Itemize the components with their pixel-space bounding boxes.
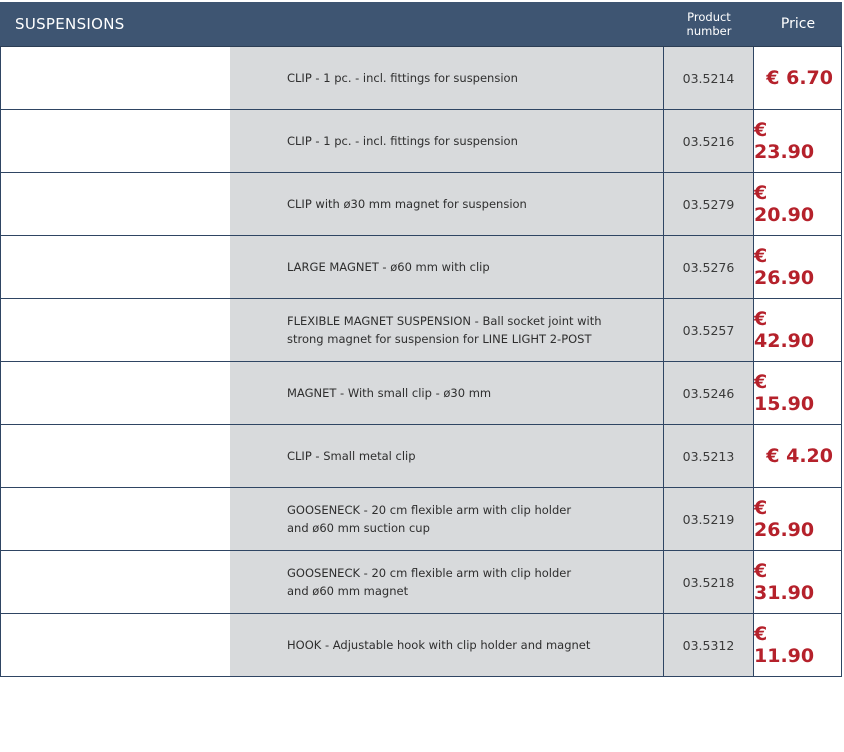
product-description: CLIP - Small metal clip — [287, 449, 416, 463]
price-value: € 31.90 — [754, 560, 815, 604]
image-cell — [0, 236, 231, 298]
price-cell: € 11.90 — [754, 614, 842, 676]
product-description: MAGNET - With small clip - ø30 mm — [287, 386, 492, 400]
product-number-header: Product number — [686, 10, 732, 38]
product-number-cell: 03.5216 — [664, 110, 754, 172]
price-cell: € 42.90 — [754, 299, 842, 361]
price-cell: € 15.90 — [754, 362, 842, 424]
table-row: FLEXIBLE MAGNET SUSPENSION - Ball socket… — [0, 299, 842, 362]
product-description: HOOK - Adjustable hook with clip holder … — [287, 638, 591, 652]
product-number-cell: 03.5213 — [664, 425, 754, 487]
product-number-cell: 03.5279 — [664, 173, 754, 235]
image-cell — [0, 425, 231, 487]
price-value: € 42.90 — [754, 308, 815, 352]
product-description: LARGE MAGNET - ø60 mm with clip — [287, 260, 490, 274]
price-cell: € 23.90 — [754, 110, 842, 172]
table-header: SUSPENSIONS Product number Price — [0, 2, 842, 47]
description-cell: MAGNET - With small clip - ø30 mm — [230, 362, 664, 424]
section-title: SUSPENSIONS — [15, 15, 125, 33]
product-description: CLIP - 1 pc. - incl. fittings for suspen… — [287, 71, 518, 85]
table-row: CLIP with ø30 mm magnet for suspension 03… — [0, 173, 842, 236]
product-number-cell: 03.5246 — [664, 362, 754, 424]
image-cell — [0, 362, 231, 424]
product-description: FLEXIBLE MAGNET SUSPENSION - Ball socket… — [287, 314, 602, 346]
image-cell — [0, 173, 231, 235]
table-row: GOOSENECK - 20 cm flexible arm with clip… — [0, 488, 842, 551]
price-value: € 11.90 — [754, 623, 815, 667]
product-number-cell: 03.5219 — [664, 488, 754, 550]
product-description: CLIP with ø30 mm magnet for suspension — [287, 197, 527, 211]
description-cell: GOOSENECK - 20 cm flexible arm with clip… — [230, 551, 664, 613]
description-cell: CLIP with ø30 mm magnet for suspension — [230, 173, 664, 235]
price-table: SUSPENSIONS Product number Price CLIP - … — [0, 2, 842, 677]
price-value: € 6.70 — [766, 67, 833, 89]
description-cell: CLIP - Small metal clip — [230, 425, 664, 487]
description-cell: CLIP - 1 pc. - incl. fittings for suspen… — [230, 110, 664, 172]
description-cell: GOOSENECK - 20 cm flexible arm with clip… — [230, 488, 664, 550]
product-number-cell: 03.5276 — [664, 236, 754, 298]
description-cell: FLEXIBLE MAGNET SUSPENSION - Ball socket… — [230, 299, 664, 361]
product-number-cell: 03.5218 — [664, 551, 754, 613]
price-cell: € 31.90 — [754, 551, 842, 613]
table-body: CLIP - 1 pc. - incl. fittings for suspen… — [0, 47, 842, 677]
price-value: € 20.90 — [754, 182, 815, 226]
price-value: € 26.90 — [754, 497, 815, 541]
product-description: GOOSENECK - 20 cm flexible arm with clip… — [287, 566, 572, 598]
price-value: € 23.90 — [754, 119, 815, 163]
product-number-cell: 03.5312 — [664, 614, 754, 676]
price-cell: € 26.90 — [754, 236, 842, 298]
price-value: € 15.90 — [754, 371, 815, 415]
price-value: € 4.20 — [766, 445, 833, 467]
table-row: CLIP - 1 pc. - incl. fittings for suspen… — [0, 110, 842, 173]
description-cell: HOOK - Adjustable hook with clip holder … — [230, 614, 664, 676]
price-cell: € 20.90 — [754, 173, 842, 235]
price-cell: € 26.90 — [754, 488, 842, 550]
image-cell — [0, 47, 231, 109]
description-cell: CLIP - 1 pc. - incl. fittings for suspen… — [230, 47, 664, 109]
table-row: HOOK - Adjustable hook with clip holder … — [0, 614, 842, 677]
image-cell — [0, 614, 231, 676]
table-row: CLIP - Small metal clip 03.5213 € 4.20 — [0, 425, 842, 488]
table-row: MAGNET - With small clip - ø30 mm 03.5246… — [0, 362, 842, 425]
product-description: CLIP - 1 pc. - incl. fittings for suspen… — [287, 134, 518, 148]
image-cell — [0, 488, 231, 550]
product-number-cell: 03.5257 — [664, 299, 754, 361]
table-row: CLIP - 1 pc. - incl. fittings for suspen… — [0, 47, 842, 110]
image-cell — [0, 551, 231, 613]
table-row: LARGE MAGNET - ø60 mm with clip 03.5276 € … — [0, 236, 842, 299]
price-value: € 26.90 — [754, 245, 815, 289]
price-cell: € 4.20 — [754, 425, 842, 487]
product-number-cell: 03.5214 — [664, 47, 754, 109]
image-cell — [0, 110, 231, 172]
product-description: GOOSENECK - 20 cm flexible arm with clip… — [287, 503, 572, 535]
price-cell: € 6.70 — [754, 47, 842, 109]
price-header: Price — [780, 16, 816, 32]
table-row: GOOSENECK - 20 cm flexible arm with clip… — [0, 551, 842, 614]
description-cell: LARGE MAGNET - ø60 mm with clip — [230, 236, 664, 298]
image-cell — [0, 299, 231, 361]
